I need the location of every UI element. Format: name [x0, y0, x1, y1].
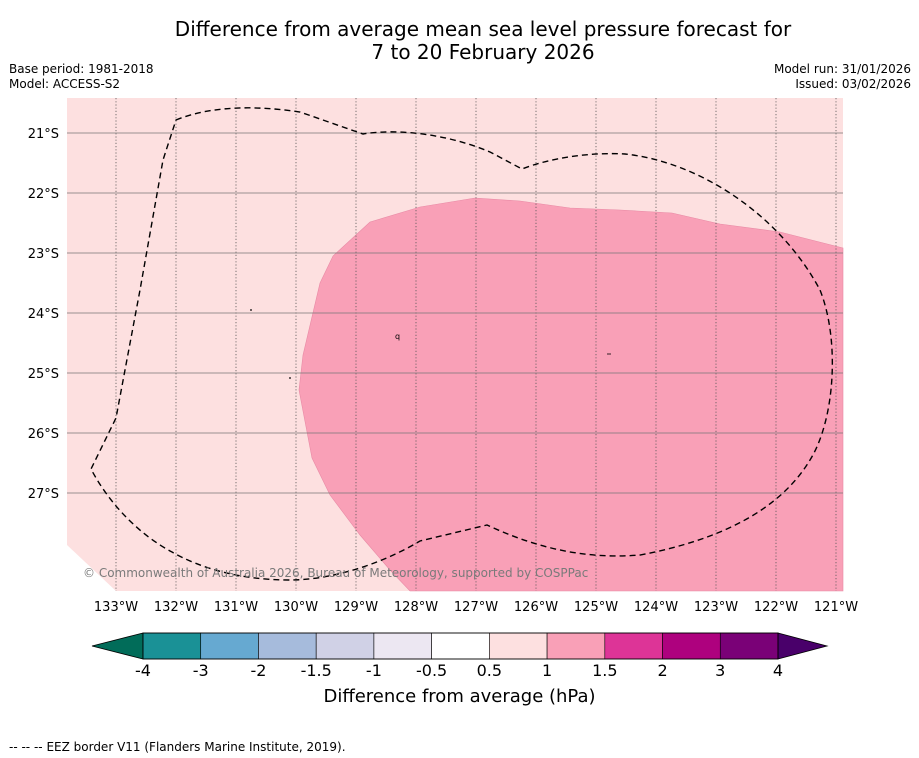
- issued-date: Issued: 03/02/2026: [795, 77, 911, 91]
- colorbar-segment: [719, 632, 779, 660]
- lat-gridlines: [67, 132, 843, 494]
- lon-label: 129°W: [334, 600, 378, 615]
- lat-label: 24°S: [28, 307, 59, 322]
- lat-label: 21°S: [28, 127, 59, 142]
- meta-right: Model run: 31/01/2026 Issued: 03/02/2026: [774, 62, 911, 92]
- lat-label: 26°S: [28, 427, 59, 442]
- colorbar-segment: [604, 632, 663, 660]
- lon-label: 130°W: [274, 600, 318, 615]
- colorbar-tick-label: -1: [366, 661, 382, 680]
- colorbar-tick-label: -1.5: [301, 661, 332, 680]
- lat-labels: 21°S 22°S 23°S 24°S 25°S 26°S 27°S: [28, 127, 59, 502]
- lon-label: 123°W: [694, 600, 738, 615]
- base-period: Base period: 1981-2018: [9, 62, 154, 76]
- colorbar-tick-label: 1: [542, 661, 552, 680]
- model-run: Model run: 31/01/2026: [773, 62, 911, 76]
- lon-label: 126°W: [514, 600, 558, 615]
- colorbar-tick-label: -0.5: [416, 661, 447, 680]
- colorbar-tick-label: 1.5: [592, 661, 617, 680]
- lat-label: 27°S: [28, 487, 59, 502]
- lon-label: 124°W: [634, 600, 678, 615]
- map-neutral-region: [67, 545, 116, 591]
- lon-label: 132°W: [154, 600, 198, 615]
- lon-label: 131°W: [214, 600, 258, 615]
- chart-title-line-2: 7 to 20 February 2026: [371, 40, 595, 64]
- colorbar-segment: [258, 632, 317, 660]
- lat-label: 22°S: [28, 187, 59, 202]
- island-marker: [250, 309, 252, 311]
- lon-gridlines: [115, 98, 837, 591]
- copyright-text: © Commonwealth of Australia 2026, Bureau…: [83, 566, 588, 580]
- colorbar-tick-label: -2: [250, 661, 266, 680]
- chart-title: Difference from average mean sea level p…: [0, 18, 919, 64]
- colorbar-tick-label: -4: [135, 661, 151, 680]
- lon-labels: 133°W 132°W 131°W 130°W 129°W 128°W 127°…: [94, 600, 858, 615]
- colorbar-tick-label: 3: [715, 661, 725, 680]
- colorbar-tick-label: 2: [657, 661, 667, 680]
- colorbar-tick-label: 4: [773, 661, 783, 680]
- lon-label: 125°W: [574, 600, 618, 615]
- chart-title-line-1: Difference from average mean sea level p…: [174, 17, 792, 41]
- lat-label: 23°S: [28, 247, 59, 262]
- grid: [67, 98, 843, 591]
- island-marker: q: [395, 332, 400, 341]
- lon-label: 121°W: [814, 600, 858, 615]
- lon-label: 122°W: [754, 600, 798, 615]
- colorbar: -4 -3 -2 -1.5 -1 -0.5 0.5 1 1.5 2 3 4: [91, 632, 829, 680]
- lat-label: 25°S: [28, 367, 59, 382]
- meta-left: Base period: 1981-2018 Model: ACCESS-S2: [9, 62, 154, 92]
- colorbar-segment: [546, 632, 606, 660]
- colorbar-tick-labels: -4 -3 -2 -1.5 -1 -0.5 0.5 1 1.5 2 3 4: [135, 661, 783, 680]
- footer-legend: -- -- -- EEZ border V11 (Flanders Marine…: [9, 740, 346, 754]
- colorbar-tick-label: 0.5: [477, 661, 502, 680]
- colorbar-segment: [142, 632, 202, 660]
- lon-label: 127°W: [454, 600, 498, 615]
- colorbar-tick-label: -3: [193, 661, 209, 680]
- lon-label: 128°W: [394, 600, 438, 615]
- eez-legend-symbol: -- -- --: [9, 740, 43, 754]
- colorbar-segment: [431, 632, 490, 660]
- eez-border: [90, 107, 834, 581]
- colorbar-segment: [200, 632, 259, 660]
- colorbar-outline: [142, 632, 779, 660]
- island-marker: [289, 377, 291, 379]
- colorbar-segment: [662, 632, 721, 660]
- model-name: Model: ACCESS-S2: [9, 77, 121, 91]
- colorbar-segment: [315, 632, 375, 660]
- colorbar-extend-low: [91, 632, 144, 660]
- eez-legend-text: EEZ border V11 (Flanders Marine Institut…: [46, 740, 346, 754]
- colorbar-segments: [142, 632, 779, 660]
- map-high-anomaly-band: [298, 197, 844, 592]
- colorbar-extend-high: [777, 632, 829, 660]
- colorbar-segment: [373, 632, 432, 660]
- colorbar-label: Difference from average (hPa): [323, 686, 596, 707]
- lon-label: 133°W: [94, 600, 138, 615]
- colorbar-segment: [489, 632, 548, 660]
